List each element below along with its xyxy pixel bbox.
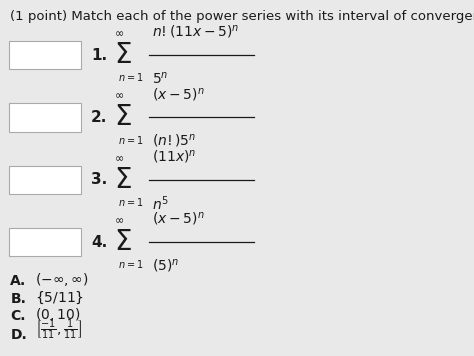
Text: $(n!)5^n$: $(n!)5^n$ — [152, 132, 196, 150]
Text: $\Sigma$: $\Sigma$ — [114, 104, 131, 131]
Text: $\infty$: $\infty$ — [114, 90, 125, 100]
Text: 1.: 1. — [91, 48, 107, 63]
FancyBboxPatch shape — [9, 103, 81, 132]
Text: $n=1$: $n=1$ — [118, 196, 143, 208]
Text: $(0, 10)$: $(0, 10)$ — [35, 306, 80, 323]
Text: $\infty$: $\infty$ — [114, 215, 125, 225]
Text: A.: A. — [10, 274, 27, 288]
Text: $(11x)^n$: $(11x)^n$ — [152, 148, 196, 165]
Text: $n!(11x-5)^n$: $n!(11x-5)^n$ — [152, 23, 239, 40]
Text: $\Sigma$: $\Sigma$ — [114, 228, 131, 256]
Text: $\Sigma$: $\Sigma$ — [114, 41, 131, 69]
FancyBboxPatch shape — [9, 228, 81, 256]
Text: $\infty$: $\infty$ — [114, 28, 125, 38]
FancyBboxPatch shape — [9, 41, 81, 69]
Text: $\left[\frac{-1}{11}, \frac{1}{11}\right]$: $\left[\frac{-1}{11}, \frac{1}{11}\right… — [35, 318, 82, 342]
Text: $5^n$: $5^n$ — [152, 70, 168, 86]
Text: 3.: 3. — [91, 172, 107, 187]
Text: $n=1$: $n=1$ — [118, 134, 143, 146]
Text: B.: B. — [10, 292, 26, 306]
Text: $(x-5)^n$: $(x-5)^n$ — [152, 210, 204, 227]
Text: (1 point) Match each of the power series with its interval of convergence.: (1 point) Match each of the power series… — [10, 10, 474, 23]
Text: D.: D. — [10, 328, 27, 342]
Text: $(-\infty, \infty)$: $(-\infty, \infty)$ — [35, 271, 89, 288]
Text: $\infty$: $\infty$ — [114, 153, 125, 163]
Text: C.: C. — [10, 309, 26, 323]
FancyBboxPatch shape — [9, 166, 81, 194]
Text: $(x-5)^n$: $(x-5)^n$ — [152, 85, 204, 103]
Text: $\Sigma$: $\Sigma$ — [114, 166, 131, 194]
Text: $\{5/11\}$: $\{5/11\}$ — [35, 290, 84, 306]
Text: $n^5$: $n^5$ — [152, 195, 169, 213]
Text: $(5)^n$: $(5)^n$ — [152, 257, 179, 274]
Text: $n=1$: $n=1$ — [118, 258, 143, 270]
Text: 4.: 4. — [91, 235, 107, 250]
Text: 2.: 2. — [91, 110, 108, 125]
Text: $n=1$: $n=1$ — [118, 71, 143, 83]
